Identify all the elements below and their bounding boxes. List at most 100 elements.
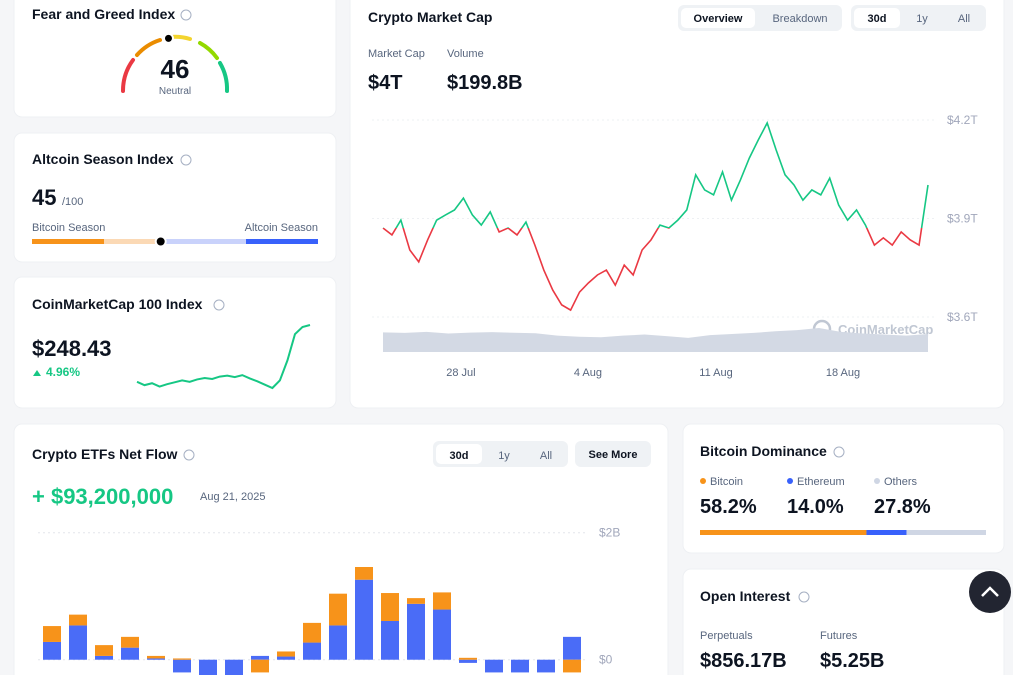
dominance-value: 58.2% <box>700 496 757 518</box>
card-title: Altcoin Season Index <box>32 151 174 167</box>
tab[interactable]: 30d <box>450 450 469 462</box>
bar-segment <box>173 659 191 673</box>
y-tick-label: $4.2T <box>947 113 978 127</box>
watermark: CoinMarketCap <box>838 322 933 337</box>
y-tick-label: $0 <box>599 653 613 667</box>
bar-segment <box>225 659 243 675</box>
bar-segment <box>459 659 477 663</box>
bar-segment <box>251 655 269 660</box>
legend-dot <box>874 478 880 484</box>
tab[interactable]: Breakdown <box>772 13 827 25</box>
bar-segment <box>277 656 295 660</box>
line-up <box>383 120 929 229</box>
scroll-top-button[interactable] <box>969 571 1011 613</box>
info-icon[interactable] <box>798 591 810 603</box>
index-change: 4.96% <box>46 365 80 379</box>
stat-value: $4T <box>368 72 402 94</box>
card <box>13 276 337 409</box>
card <box>13 132 337 263</box>
dominance-value: 14.0% <box>787 496 844 518</box>
bar-segment <box>459 657 477 660</box>
tab[interactable]: 1y <box>498 450 510 462</box>
y-tick-label: $3.6T <box>947 310 978 324</box>
oi-label: Futures <box>820 630 858 642</box>
bar-segment <box>407 603 425 660</box>
tab[interactable]: All <box>540 450 552 462</box>
gauge-label: Neutral <box>159 86 191 97</box>
index-max: /100 <box>62 196 83 208</box>
bar-segment <box>43 641 61 660</box>
see-more-label[interactable]: See More <box>589 449 638 461</box>
bar-segment <box>329 593 347 626</box>
dominance-bar <box>866 530 907 535</box>
stat-label: Volume <box>447 48 484 60</box>
active-tab <box>436 444 482 464</box>
see-more-button[interactable] <box>575 441 651 467</box>
sparkline <box>136 324 311 390</box>
dominance-bar <box>906 530 986 535</box>
bar-segment <box>121 647 139 660</box>
bar-segment <box>43 626 61 642</box>
scroll-top-icon <box>981 586 999 597</box>
slider-track <box>32 239 104 244</box>
bar-segment <box>563 659 581 673</box>
bar-segment <box>407 598 425 604</box>
slider-knob <box>154 235 167 248</box>
y-tick-label: $2B <box>599 526 620 540</box>
bar-segment <box>563 636 581 660</box>
x-tick-label: 4 Aug <box>574 367 602 379</box>
bar-segment <box>485 659 503 673</box>
bar-segment <box>95 655 113 660</box>
bar-segment <box>355 566 373 580</box>
tab[interactable]: 30d <box>868 13 887 25</box>
slider-track <box>246 239 318 244</box>
card-title: Open Interest <box>700 588 791 604</box>
legend-dot <box>700 478 706 484</box>
info-icon[interactable] <box>213 299 225 311</box>
card-title: CoinMarketCap 100 Index <box>32 296 203 312</box>
card-title: Crypto ETFs Net Flow <box>32 446 178 462</box>
info-icon[interactable] <box>833 446 845 458</box>
net-flow-date: Aug 21, 2025 <box>200 491 265 503</box>
card-title: Bitcoin Dominance <box>700 443 827 459</box>
index-price: $248.43 <box>32 336 112 361</box>
bar-segment <box>147 655 165 659</box>
bar-segment <box>381 620 399 660</box>
x-tick-label: 18 Aug <box>826 367 860 379</box>
info-icon[interactable] <box>180 154 192 166</box>
stat-label: Market Cap <box>368 48 425 60</box>
card <box>349 0 1005 409</box>
line-down <box>382 228 923 312</box>
bar-segment <box>69 625 87 660</box>
bar-segment <box>95 645 113 656</box>
bar-segment <box>251 659 269 673</box>
net-flow: + $93,200,000 <box>32 484 173 509</box>
tab[interactable]: Overview <box>694 13 743 25</box>
active-tab <box>854 8 900 28</box>
slider-track <box>160 239 246 244</box>
bar-segment <box>511 659 529 673</box>
bar-segment <box>381 593 399 621</box>
legend-label: Bitcoin <box>710 476 743 488</box>
card <box>13 423 669 675</box>
bar-segment <box>199 659 217 675</box>
bar-segment <box>433 592 451 610</box>
info-icon[interactable] <box>180 9 192 21</box>
tab[interactable]: 1y <box>916 13 928 25</box>
bar-segment <box>277 651 295 657</box>
info-icon[interactable] <box>183 449 195 461</box>
tab[interactable]: All <box>958 13 970 25</box>
slider-left-label: Bitcoin Season <box>32 222 105 234</box>
x-tick-label: 11 Aug <box>699 367 732 379</box>
bar-segment <box>433 609 451 660</box>
bar-segment <box>303 642 321 660</box>
dominance-value: 27.8% <box>874 496 931 518</box>
x-tick-label: 28 Jul <box>446 367 475 379</box>
bar-segment <box>537 659 555 673</box>
up-arrow <box>33 370 41 376</box>
dominance-bar <box>700 530 867 535</box>
gauge-pointer <box>162 32 174 44</box>
oi-value: $5.25B <box>820 650 885 672</box>
card-title: Fear and Greed Index <box>32 6 175 22</box>
